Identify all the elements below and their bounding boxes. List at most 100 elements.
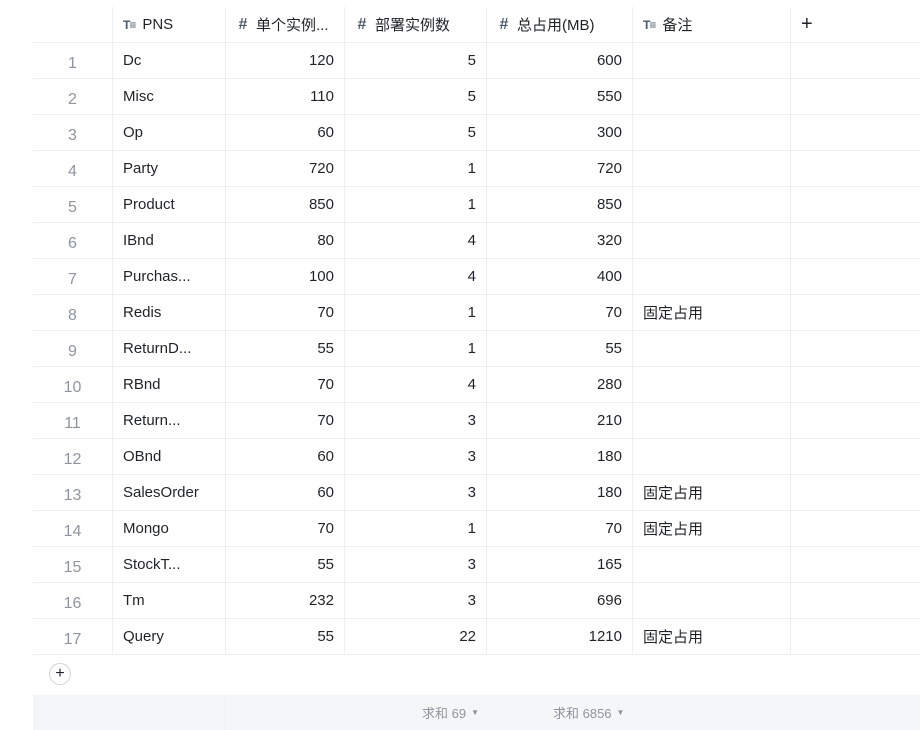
cell-note[interactable] [633,115,791,150]
cell-instance-count[interactable]: 3 [345,547,487,582]
cell-single-instance[interactable]: 70 [226,295,345,330]
table-row[interactable]: 11 Return... 70 3 210 [33,403,920,439]
cell-total-usage[interactable]: 210 [487,403,633,438]
cell-total-usage[interactable]: 550 [487,79,633,114]
cell-instance-count[interactable]: 1 [345,151,487,186]
cell-instance-count[interactable]: 22 [345,619,487,654]
cell-instance-count[interactable]: 1 [345,511,487,546]
cell-note[interactable] [633,43,791,78]
cell-note[interactable] [633,331,791,366]
cell-pns[interactable]: Redis [113,295,226,330]
table-row[interactable]: 8 Redis 70 1 70 固定占用 [33,295,920,331]
cell-pns[interactable]: OBnd [113,439,226,474]
cell-pns[interactable]: Misc [113,79,226,114]
cell-pns[interactable]: Return... [113,403,226,438]
cell-single-instance[interactable]: 60 [226,475,345,510]
cell-single-instance[interactable]: 720 [226,151,345,186]
cell-instance-count[interactable]: 4 [345,259,487,294]
cell-pns[interactable]: Tm [113,583,226,618]
cell-instance-count[interactable]: 5 [345,79,487,114]
cell-pns[interactable]: IBnd [113,223,226,258]
cell-note[interactable] [633,79,791,114]
column-header-total-usage[interactable]: # 总占用(MB) [487,7,633,42]
cell-note[interactable] [633,367,791,402]
cell-total-usage[interactable]: 280 [487,367,633,402]
table-row[interactable]: 3 Op 60 5 300 [33,115,920,151]
cell-pns[interactable]: Party [113,151,226,186]
column-header-pns[interactable]: T≡ PNS [113,7,226,42]
cell-single-instance[interactable]: 80 [226,223,345,258]
cell-instance-count[interactable]: 3 [345,439,487,474]
cell-note[interactable]: 固定占用 [633,511,791,546]
cell-instance-count[interactable]: 3 [345,583,487,618]
table-row[interactable]: 7 Purchas... 100 4 400 [33,259,920,295]
cell-total-usage[interactable]: 1210 [487,619,633,654]
column-header-instance-count[interactable]: # 部署实例数 [345,7,487,42]
cell-single-instance[interactable]: 850 [226,187,345,222]
cell-single-instance[interactable]: 60 [226,115,345,150]
cell-note[interactable] [633,583,791,618]
table-row[interactable]: 17 Query 55 22 1210 固定占用 [33,619,920,655]
cell-pns[interactable]: RBnd [113,367,226,402]
cell-single-instance[interactable]: 55 [226,619,345,654]
cell-total-usage[interactable]: 720 [487,151,633,186]
cell-total-usage[interactable]: 180 [487,439,633,474]
cell-instance-count[interactable]: 4 [345,367,487,402]
cell-total-usage[interactable]: 850 [487,187,633,222]
cell-pns[interactable]: ReturnD... [113,331,226,366]
cell-note[interactable] [633,403,791,438]
cell-pns[interactable]: Dc [113,43,226,78]
table-row[interactable]: 9 ReturnD... 55 1 55 [33,331,920,367]
cell-pns[interactable]: SalesOrder [113,475,226,510]
cell-single-instance[interactable]: 70 [226,511,345,546]
cell-total-usage[interactable]: 696 [487,583,633,618]
cell-instance-count[interactable]: 5 [345,115,487,150]
table-row[interactable]: 4 Party 720 1 720 [33,151,920,187]
cell-instance-count[interactable]: 1 [345,331,487,366]
cell-single-instance[interactable]: 55 [226,331,345,366]
cell-pns[interactable]: Query [113,619,226,654]
cell-total-usage[interactable]: 70 [487,511,633,546]
cell-note[interactable] [633,547,791,582]
cell-note[interactable] [633,151,791,186]
table-row[interactable]: 12 OBnd 60 3 180 [33,439,920,475]
table-row[interactable]: 6 IBnd 80 4 320 [33,223,920,259]
cell-instance-count[interactable]: 3 [345,403,487,438]
cell-single-instance[interactable]: 100 [226,259,345,294]
cell-instance-count[interactable]: 1 [345,295,487,330]
cell-total-usage[interactable]: 400 [487,259,633,294]
table-row[interactable]: 10 RBnd 70 4 280 [33,367,920,403]
table-row[interactable]: 13 SalesOrder 60 3 180 固定占用 [33,475,920,511]
add-column-button[interactable]: + [801,13,813,35]
cell-total-usage[interactable]: 300 [487,115,633,150]
table-row[interactable]: 16 Tm 232 3 696 [33,583,920,619]
column-header-single-instance[interactable]: # 单个实例... [226,7,345,42]
cell-single-instance[interactable]: 70 [226,403,345,438]
cell-single-instance[interactable]: 110 [226,79,345,114]
total-sum[interactable]: 求和 6856 ▼ [553,695,624,730]
cell-pns[interactable]: StockT... [113,547,226,582]
cell-pns[interactable]: Mongo [113,511,226,546]
count-sum[interactable]: 求和 69 ▼ [422,695,479,730]
cell-instance-count[interactable]: 1 [345,187,487,222]
column-header-note[interactable]: T≡ 备注 [633,7,791,42]
cell-pns[interactable]: Purchas... [113,259,226,294]
cell-note[interactable] [633,259,791,294]
cell-single-instance[interactable]: 120 [226,43,345,78]
cell-total-usage[interactable]: 165 [487,547,633,582]
cell-instance-count[interactable]: 4 [345,223,487,258]
cell-total-usage[interactable]: 70 [487,295,633,330]
table-row[interactable]: 1 Dc 120 5 600 [33,43,920,79]
cell-note[interactable]: 固定占用 [633,619,791,654]
table-row[interactable]: 5 Product 850 1 850 [33,187,920,223]
cell-note[interactable] [633,223,791,258]
cell-single-instance[interactable]: 55 [226,547,345,582]
cell-instance-count[interactable]: 3 [345,475,487,510]
add-row-button[interactable]: + [49,663,71,685]
cell-single-instance[interactable]: 60 [226,439,345,474]
cell-pns[interactable]: Op [113,115,226,150]
cell-single-instance[interactable]: 232 [226,583,345,618]
cell-note[interactable]: 固定占用 [633,475,791,510]
cell-total-usage[interactable]: 320 [487,223,633,258]
table-row[interactable]: 2 Misc 110 5 550 [33,79,920,115]
